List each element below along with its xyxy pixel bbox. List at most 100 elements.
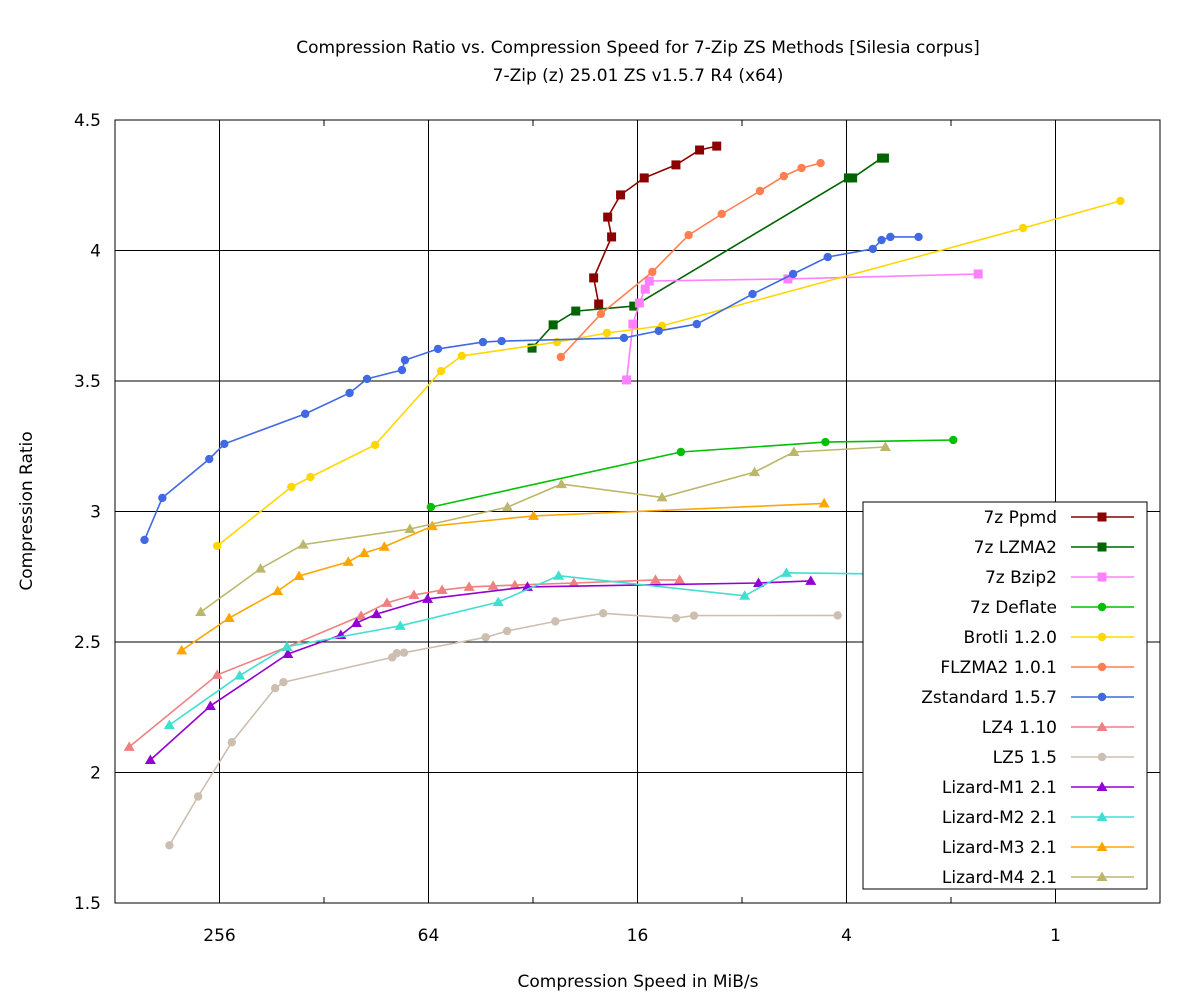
x-tick-label: 64 xyxy=(418,926,440,946)
data-point-flzma2-1-0-1 xyxy=(779,171,789,181)
data-point-7z-lzma2 xyxy=(629,301,639,311)
data-point-lizard-m3-2-1 xyxy=(176,644,188,655)
data-point-lz5-1-5 xyxy=(833,611,842,620)
data-point-7z-lzma2 xyxy=(848,173,858,183)
series-7z-ppmd xyxy=(589,141,722,309)
legend-label: Lizard-M2 2.1 xyxy=(942,808,1057,828)
data-point-7z-bzip2 xyxy=(622,375,632,385)
data-point-lz5-1-5 xyxy=(392,649,401,658)
data-point-zstandard-1-5-7 xyxy=(497,336,506,346)
legend-label: 7z Deflate xyxy=(970,598,1057,618)
x-tick-label: 4 xyxy=(841,926,852,946)
data-point-zstandard-1-5-7 xyxy=(619,333,629,343)
series-zstandard-1-5-7 xyxy=(140,232,923,545)
legend-item-flzma2-1-0-1: FLZMA2 1.0.1 xyxy=(940,658,1134,678)
data-point-zstandard-1-5-7 xyxy=(433,344,443,354)
legend-label: Lizard-M3 2.1 xyxy=(942,838,1057,858)
data-point-zstandard-1-5-7 xyxy=(300,409,310,419)
data-point-lizard-m3-2-1 xyxy=(426,520,438,531)
legend-item-lizard-m1-2-1: Lizard-M1 2.1 xyxy=(942,778,1134,798)
legend-label: Lizard-M4 2.1 xyxy=(942,868,1057,888)
data-point-lizard-m1-2-1 xyxy=(282,648,294,659)
data-point-zstandard-1-5-7 xyxy=(692,319,701,329)
series-lz4-1-10 xyxy=(123,574,686,751)
data-point-lz5-1-5 xyxy=(551,617,560,626)
data-point-7z-deflate xyxy=(949,435,958,445)
legend-item-7z-ppmd: 7z Ppmd xyxy=(983,508,1134,528)
data-point-lizard-m3-2-1 xyxy=(527,510,539,520)
data-point-7z-lzma2 xyxy=(879,153,889,163)
data-point-lz5-1-5 xyxy=(671,614,681,623)
legend-marker xyxy=(1096,721,1108,731)
series-lizard-m2-2-1 xyxy=(163,567,885,729)
data-point-brotli-1-2-0 xyxy=(370,440,380,450)
series-line-7z-deflate xyxy=(430,439,954,508)
legend-marker xyxy=(1096,781,1108,791)
data-point-lizard-m2-2-1 xyxy=(780,567,792,577)
axes: 1.5 2 2.5 3 3.5 4 4.5 256 64 16 4 1 xyxy=(74,111,1161,946)
data-point-7z-bzip2 xyxy=(628,319,638,329)
data-point-zstandard-1-5-7 xyxy=(400,355,410,365)
legend: 7z Ppmd 7z LZMA2 7z Bzip2 7z Deflate Brotli … xyxy=(862,501,1148,890)
data-point-brotli-1-2-0 xyxy=(306,472,315,482)
data-point-lizard-m3-2-1 xyxy=(223,612,235,622)
series-line-lz5-1-5 xyxy=(168,612,838,846)
data-point-lz5-1-5 xyxy=(279,677,288,687)
data-point-lz4-1-10 xyxy=(509,579,521,590)
data-point-zstandard-1-5-7 xyxy=(788,269,798,279)
data-point-lizard-m1-2-1 xyxy=(204,700,216,710)
data-point-lz4-1-10 xyxy=(408,589,420,600)
series-line-lizard-m2-2-1 xyxy=(168,571,880,726)
data-point-zstandard-1-5-7 xyxy=(877,235,886,245)
data-point-lz5-1-5 xyxy=(165,841,174,850)
chart-title: Compression Ratio vs. Compression Speed … xyxy=(296,38,980,58)
data-point-7z-deflate xyxy=(676,447,686,457)
data-point-7z-lzma2 xyxy=(527,343,537,353)
data-point-7z-ppmd xyxy=(603,212,613,222)
data-point-zstandard-1-5-7 xyxy=(478,337,488,347)
legend-marker xyxy=(1097,662,1107,672)
data-point-7z-lzma2 xyxy=(571,306,581,316)
data-point-lizard-m4-2-1 xyxy=(879,441,891,452)
legend-item-brotli-1-2-0: Brotli 1.2.0 xyxy=(964,628,1134,648)
legend-marker xyxy=(1096,811,1108,821)
data-point-lz4-1-10 xyxy=(463,581,475,591)
data-point-7z-ppmd xyxy=(639,173,649,183)
data-point-lizard-m3-2-1 xyxy=(272,585,284,596)
data-point-flzma2-1-0-1 xyxy=(755,186,765,196)
legend-item-lz4-1-10: LZ4 1.10 xyxy=(982,718,1134,738)
legend-label: Lizard-M1 2.1 xyxy=(942,778,1057,798)
data-point-lz5-1-5 xyxy=(689,611,699,620)
data-point-zstandard-1-5-7 xyxy=(868,244,877,254)
data-point-7z-ppmd xyxy=(616,190,626,200)
legend-marker xyxy=(1097,602,1107,612)
series-7z-lzma2 xyxy=(527,153,889,353)
data-point-zstandard-1-5-7 xyxy=(654,326,663,336)
series-brotli-1-2-0 xyxy=(212,196,1125,551)
data-point-lz5-1-5 xyxy=(399,648,409,657)
series-line-zstandard-1-5-7 xyxy=(143,236,919,541)
series-group xyxy=(123,141,1125,850)
legend-box xyxy=(862,501,1148,890)
data-point-lizard-m2-2-1 xyxy=(234,670,246,680)
data-point-lz4-1-10 xyxy=(381,597,393,607)
x-tick-label: 16 xyxy=(627,926,649,946)
data-point-lz5-1-5 xyxy=(227,738,236,747)
legend-label: LZ4 1.10 xyxy=(982,718,1057,738)
data-point-brotli-1-2-0 xyxy=(1116,196,1125,206)
data-point-lizard-m1-2-1 xyxy=(370,608,382,619)
data-point-zstandard-1-5-7 xyxy=(914,232,923,242)
data-point-lz4-1-10 xyxy=(568,577,580,588)
series-lizard-m4-2-1 xyxy=(195,441,891,616)
data-point-zstandard-1-5-7 xyxy=(397,365,407,375)
data-point-lz4-1-10 xyxy=(436,584,448,595)
data-point-zstandard-1-5-7 xyxy=(748,289,757,299)
legend-item-zstandard-1-5-7: Zstandard 1.5.7 xyxy=(921,688,1134,708)
data-point-lizard-m4-2-1 xyxy=(749,466,761,477)
legend-label: LZ5 1.5 xyxy=(993,748,1057,768)
data-point-lizard-m4-2-1 xyxy=(404,523,416,533)
data-point-lizard-m3-2-1 xyxy=(358,547,370,557)
data-point-flzma2-1-0-1 xyxy=(556,352,566,362)
data-point-brotli-1-2-0 xyxy=(457,351,467,361)
